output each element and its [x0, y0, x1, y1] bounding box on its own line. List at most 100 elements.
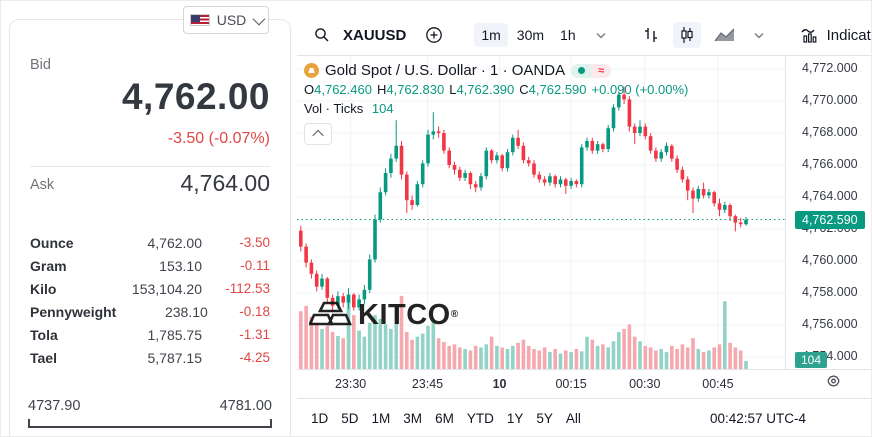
scale-settings-gear-icon[interactable]	[825, 374, 842, 396]
delayed-data-icon: ≈	[591, 63, 612, 78]
unit-price-table: Ounce 4,762.00 -3.50 Gram 153.10 -0.11 Kilo 153…	[30, 231, 270, 369]
unit-price: 153,104.20	[131, 280, 202, 297]
candles-style-button[interactable]	[672, 22, 701, 48]
unit-change: -4.25	[239, 350, 270, 365]
bid-change: -3.50 (-0.07%)	[167, 130, 270, 147]
unit-change: -0.18	[239, 304, 270, 319]
volume-legend: Vol · Ticks 104	[304, 101, 688, 116]
ohlc-values: O4,762.460 H4,762.830 L4,762.390 C4,762.590…	[304, 82, 689, 97]
price-scale-tick: 4,766.000	[802, 157, 858, 171]
unit-change: -112.53	[225, 281, 270, 296]
unit-name: Tael	[30, 349, 57, 366]
time-axis[interactable]: 23:30 23:45 10 00:15 00:30 00:45	[297, 369, 871, 398]
volume-label: Vol · Ticks	[304, 101, 364, 116]
legend-collapse-button[interactable]	[304, 123, 332, 145]
clock[interactable]: 00:42:57 UTC-4	[709, 411, 806, 426]
range-button-3M[interactable]: 3M	[403, 411, 423, 426]
bars-chart-icon	[642, 26, 660, 44]
chart-legend: Gold Spot / U.S. Dollar · 1 · OANDA ≈ O4…	[304, 61, 688, 145]
range-button-1M[interactable]: 1M	[371, 411, 391, 426]
divider	[30, 166, 270, 167]
range-button-1Y[interactable]: 1Y	[506, 411, 524, 426]
range-high: 4781.00	[219, 398, 272, 414]
time-axis-tick: 10	[492, 377, 507, 391]
style-menu-button[interactable]	[749, 28, 769, 43]
compare-add-button[interactable]	[420, 22, 448, 48]
unit-name: Tola	[30, 326, 58, 343]
range-button-5Y[interactable]: 5Y	[536, 411, 553, 426]
indicators-button[interactable]: Indicators	[795, 22, 871, 48]
unit-price: 1,785.75	[147, 326, 203, 343]
time-axis-tick: 00:45	[702, 377, 734, 391]
candlestick-chart-icon	[678, 26, 696, 44]
plus-circle-icon	[425, 26, 443, 44]
interval-menu-button[interactable]	[591, 28, 611, 43]
kitco-watermark: KITCO®	[307, 299, 459, 334]
chevron-down-icon	[754, 32, 764, 39]
currency-dropdown[interactable]: USD	[183, 6, 269, 34]
bid-label: Bid	[30, 57, 51, 73]
range-button-1D[interactable]: 1D	[311, 411, 329, 426]
unit-name: Pennyweight	[30, 303, 117, 320]
unit-price: 4,762.00	[147, 234, 203, 251]
area-style-button[interactable]	[709, 23, 741, 47]
ask-label: Ask	[30, 177, 55, 193]
date-range-buttons: 1D 5D 1M 3M 6M YTD 1Y 5Y All	[311, 411, 581, 426]
bid-price: 4,762.00	[121, 76, 270, 117]
indicators-label: Indicators	[826, 26, 871, 44]
price-scale-tick: 4,756.000	[802, 317, 858, 331]
range-button-5D[interactable]: 5D	[341, 411, 359, 426]
chart-toolbar: XAUUSD 1m 30m 1h	[297, 15, 871, 56]
indicators-icon	[800, 26, 820, 44]
unit-price: 153.10	[159, 257, 202, 274]
symbol-name[interactable]: XAUUSD	[343, 26, 407, 44]
range-button-All[interactable]: All	[565, 411, 581, 426]
bottom-toolbar: 1D 5D 1M 3M 6M YTD 1Y 5Y All 00:42:57 UTC-4	[297, 398, 871, 436]
symbol-search-button[interactable]	[309, 23, 335, 47]
time-axis-tick: 23:30	[334, 377, 367, 391]
last-volume-badge: 104	[795, 351, 828, 368]
days-range-block: 4737.90 4781.00 Day's Range	[10, 398, 290, 436]
candlestick-chart-canvas[interactable]	[297, 56, 785, 369]
price-scale[interactable]: 4,772.000 4,770.000 4,768.000 4,766.000 4,76…	[785, 56, 871, 369]
unit-row: Pennyweight 238.10 -0.18	[30, 300, 270, 323]
price-scale-tick: 4,770.000	[802, 93, 858, 107]
search-icon	[314, 27, 330, 43]
legend-title[interactable]: Gold Spot / U.S. Dollar · 1 · OANDA	[325, 62, 566, 79]
range-bar	[28, 419, 272, 428]
currency-label: USD	[216, 12, 247, 28]
interval-button-1m[interactable]: 1m	[474, 23, 508, 47]
unit-row: Tael 5,787.15 -4.25	[30, 346, 270, 369]
interval-button-1h[interactable]: 1h	[560, 27, 576, 43]
area-chart-icon	[714, 27, 736, 43]
time-axis-tick: 00:30	[629, 377, 661, 391]
unit-price: 238.10	[164, 303, 208, 320]
price-scale-tick: 4,764.000	[802, 189, 858, 203]
unit-change: -1.31	[239, 327, 270, 342]
chart-area: KITCO® Gold Spot / U.S. Dollar · 1 · OAN…	[297, 56, 871, 369]
kitco-gold-bars-logo	[307, 299, 353, 334]
quote-card: Bid 4,762.00 -3.50 (-0.07%) Ask 4,764.00…	[9, 19, 291, 436]
price-scale-tick: 4,758.000	[802, 285, 858, 299]
time-axis-tick: 23:45	[411, 377, 444, 391]
unit-name: Gram	[30, 257, 67, 274]
interval-button-30m[interactable]: 30m	[516, 27, 545, 43]
range-title: Day's Range	[10, 434, 290, 436]
price-scale-tick: 4,760.000	[802, 253, 858, 267]
unit-price: 5,787.15	[147, 349, 203, 366]
last-price-badge: 4,762.590	[795, 210, 865, 229]
time-axis-tick: 00:15	[555, 377, 587, 391]
unit-row: Ounce 4,762.00 -3.50	[30, 231, 270, 254]
us-flag-icon	[189, 14, 210, 26]
chart-panel: XAUUSD 1m 30m 1h	[297, 1, 871, 436]
range-button-6M[interactable]: 6M	[435, 411, 454, 426]
ask-price: 4,764.00	[180, 170, 270, 196]
bars-style-button[interactable]	[637, 22, 665, 48]
price-scale-tick: 4,768.000	[802, 125, 858, 139]
range-button-YTD[interactable]: YTD	[466, 411, 494, 426]
price-scale-tick: 4,772.000	[802, 61, 858, 75]
kitco-watermark-text: KITCO®	[358, 299, 459, 331]
chevron-up-icon	[312, 129, 324, 142]
market-open-status-icon	[571, 63, 592, 78]
